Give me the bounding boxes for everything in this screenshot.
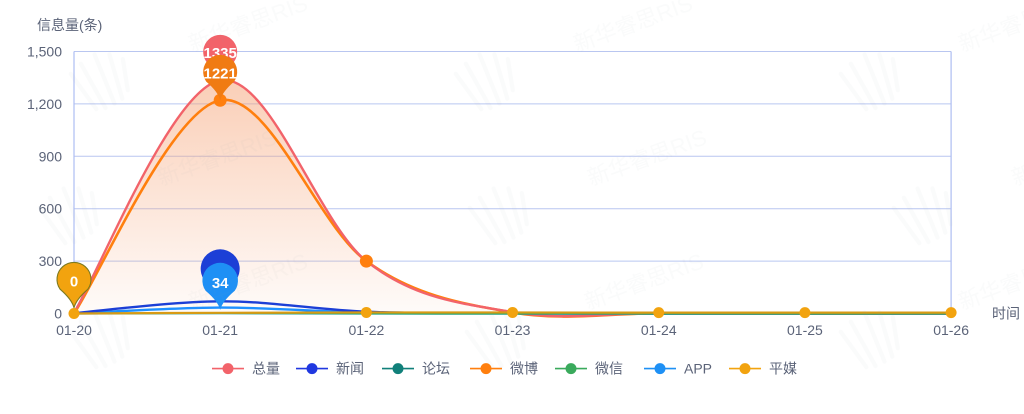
svg-text:微博: 微博 bbox=[510, 361, 538, 377]
svg-text:APP: APP bbox=[684, 361, 712, 377]
svg-text:总量: 总量 bbox=[252, 361, 280, 377]
svg-text:论坛: 论坛 bbox=[422, 361, 450, 377]
svg-text:微信: 微信 bbox=[595, 361, 623, 377]
svg-text:新闻: 新闻 bbox=[336, 361, 364, 377]
svg-text:平媒: 平媒 bbox=[769, 361, 797, 377]
